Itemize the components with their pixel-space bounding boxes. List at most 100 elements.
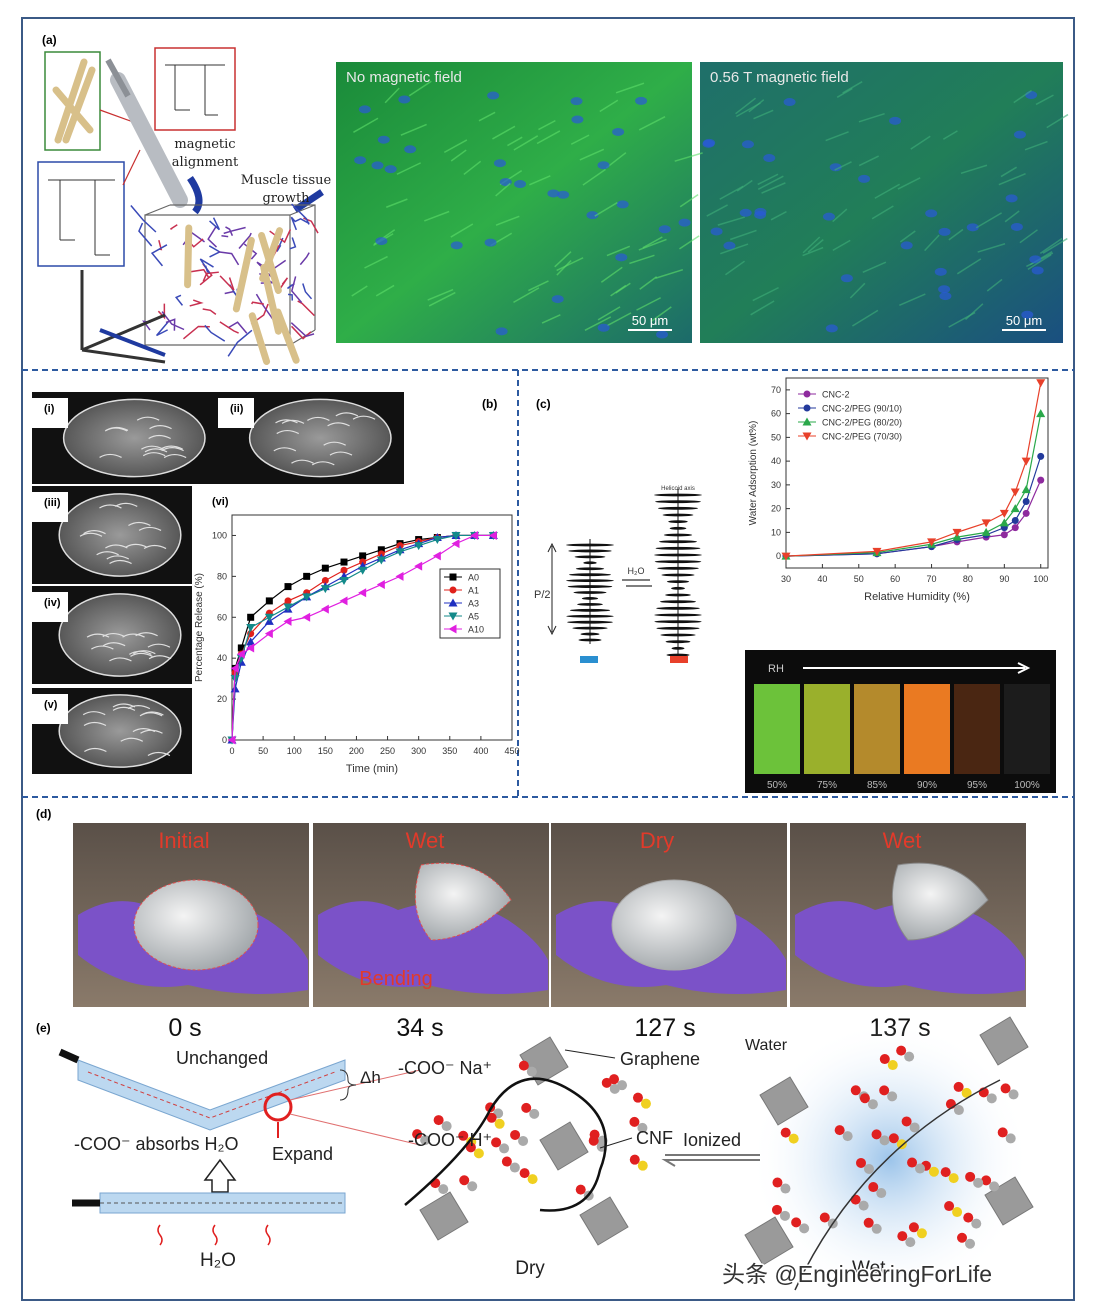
graphene <box>419 1191 469 1241</box>
swatch <box>854 684 900 774</box>
sem-texture <box>149 425 172 430</box>
streak <box>802 246 824 257</box>
atom <box>907 1157 918 1168</box>
x-axis-label: Time (min) <box>346 763 398 775</box>
streak <box>642 236 663 249</box>
molecule-icon <box>165 64 225 116</box>
marker <box>283 603 293 612</box>
streak <box>807 239 824 253</box>
arrow <box>203 1158 237 1193</box>
graphene <box>519 1036 569 1086</box>
sem-texture <box>86 633 110 638</box>
sem-texture <box>147 643 171 648</box>
nucleus <box>547 189 560 198</box>
atom <box>871 1129 882 1140</box>
marker <box>247 613 255 621</box>
nucleus <box>900 241 913 250</box>
graphene <box>979 1016 1029 1066</box>
legend-label: A10 <box>468 625 484 635</box>
atom <box>637 1160 648 1171</box>
nucleus <box>597 323 610 332</box>
atom <box>887 1060 898 1071</box>
nucleus <box>938 285 951 294</box>
streak <box>834 161 852 171</box>
marker <box>340 558 348 566</box>
atom <box>575 1184 586 1195</box>
polymer <box>302 283 313 300</box>
marker <box>470 530 479 540</box>
marker <box>246 624 256 632</box>
streak <box>396 162 421 175</box>
annotation: Muscle tissue growth <box>240 173 332 206</box>
sem-texture <box>327 422 350 427</box>
marker <box>358 588 367 598</box>
marker <box>1037 452 1045 460</box>
nucleus <box>741 140 754 149</box>
streak <box>610 284 627 297</box>
streak <box>384 87 400 104</box>
sem-particle <box>58 694 182 768</box>
atom <box>850 1085 861 1096</box>
water-label: H₂O <box>628 566 645 576</box>
nucleus <box>925 209 938 218</box>
atom <box>637 1122 648 1133</box>
annotation: Graphene <box>620 1049 700 1069</box>
atom <box>879 1135 890 1146</box>
polymer <box>250 301 264 305</box>
nucleus <box>858 174 871 183</box>
arrow <box>622 579 652 587</box>
marker <box>1021 485 1031 494</box>
film <box>891 862 989 941</box>
annotation: CNF <box>636 1128 673 1148</box>
streak <box>638 115 666 131</box>
atom <box>1008 1089 1019 1100</box>
streak <box>832 208 848 223</box>
scale-bar-label: 50 μm <box>632 313 668 328</box>
streak <box>679 193 699 208</box>
atom <box>871 1223 882 1234</box>
atom <box>915 1163 926 1174</box>
atom <box>989 1181 1000 1192</box>
panel-label: (e) <box>36 1021 51 1035</box>
streak <box>910 135 931 150</box>
atom <box>908 1222 919 1233</box>
annotation: Unchanged <box>176 1048 268 1068</box>
nucleus <box>375 237 388 246</box>
glove <box>318 901 548 994</box>
swatch-label: 95% <box>967 780 987 791</box>
nucleus <box>612 127 625 136</box>
polymer <box>299 252 310 266</box>
sem-texture <box>79 532 103 537</box>
atom <box>412 1129 423 1140</box>
x-tick-label: 350 <box>442 746 457 756</box>
polymer <box>157 303 166 320</box>
nucleus <box>1031 266 1044 275</box>
polymer <box>255 293 275 321</box>
release-chart: 0 50 100 150 200 250 300 350 400 450 0 20 40 60 80 100 T… <box>194 514 520 775</box>
streak <box>570 134 590 145</box>
streak <box>729 229 757 241</box>
polymer <box>170 224 178 230</box>
streak <box>385 198 408 208</box>
adsorption-chart: 30 40 50 60 70 80 90 100 0 10 20 30 40 50 60 70 Relative… <box>748 377 1049 603</box>
marker <box>1010 488 1020 497</box>
nucleus <box>656 330 669 339</box>
y-tick-label: 80 <box>217 571 227 581</box>
marker <box>321 576 329 584</box>
swatch <box>1004 684 1050 774</box>
x-tick-label: 100 <box>287 746 302 756</box>
photo-label: Wet <box>883 828 922 853</box>
streak <box>998 173 1026 186</box>
legend-marker <box>803 390 811 398</box>
polymer <box>204 265 209 273</box>
streak <box>825 131 849 142</box>
x-tick-label: 150 <box>318 746 333 756</box>
polymer <box>290 216 298 231</box>
atom <box>780 1183 791 1194</box>
hydrogel-cube <box>130 203 319 365</box>
y-tick-label: 40 <box>217 653 227 663</box>
atom <box>529 1108 540 1119</box>
streak <box>597 306 621 321</box>
arrow <box>187 176 203 215</box>
